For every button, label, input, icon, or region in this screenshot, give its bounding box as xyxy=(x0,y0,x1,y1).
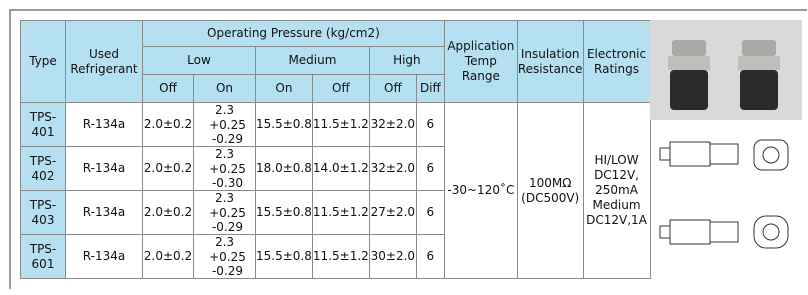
type-cell: TPS-401 xyxy=(21,103,66,147)
tolerance: +0.25-0.30 xyxy=(209,162,246,190)
header-cell: Off xyxy=(312,75,369,103)
tolerance-plus: +0.25 xyxy=(209,162,246,176)
type-cell: TPS-402 xyxy=(21,147,66,191)
cell: 2.3+0.25-0.29 xyxy=(194,235,256,279)
sensor-hex xyxy=(668,56,710,70)
merged-cell-line: DC12V, xyxy=(584,168,650,183)
cell: 6 xyxy=(416,191,444,235)
header-cell-line: Range xyxy=(445,69,517,84)
merged-cell-line: 100MΩ xyxy=(518,176,583,191)
header-cell-line: Refrigerant xyxy=(66,62,142,77)
cell: 2.3+0.25-0.29 xyxy=(194,191,256,235)
tolerance-minus: -0.30 xyxy=(209,176,246,190)
on-base: 2.3 xyxy=(215,147,234,161)
tolerance-plus: +0.25 xyxy=(209,206,246,220)
header-cell-line: Ratings xyxy=(584,62,650,77)
cell: 18.0±0.8 xyxy=(256,147,313,191)
cell: 2.0±0.2 xyxy=(143,235,194,279)
header-cell: Off xyxy=(143,75,194,103)
cell: 6 xyxy=(416,103,444,147)
header-cell: Diff xyxy=(416,75,444,103)
on-base: 2.3 xyxy=(215,235,234,249)
cell: 15.5±0.8 xyxy=(256,103,313,147)
header-cell: High xyxy=(369,47,444,75)
header-cell-line: Application xyxy=(445,39,517,54)
header-cell-line: Insulation xyxy=(518,47,583,62)
header-cell-line: Temp xyxy=(445,54,517,69)
tolerance: +0.25-0.29 xyxy=(209,250,246,278)
header-cell: Medium xyxy=(256,47,370,75)
sensor-hex xyxy=(738,56,780,70)
sensor-body xyxy=(740,70,778,110)
cell: 27±2.0 xyxy=(369,191,416,235)
tolerance-minus: -0.29 xyxy=(209,220,246,234)
cell: 11.5±1.2 xyxy=(312,235,369,279)
type-cell: TPS-601 xyxy=(21,235,66,279)
tolerance-minus: -0.29 xyxy=(209,264,246,278)
on-base: 2.3 xyxy=(215,191,234,205)
cell: 2.0±0.2 xyxy=(143,103,194,147)
header-cell: Type xyxy=(21,21,66,103)
header-cell: Operating Pressure (kg/cm2) xyxy=(143,21,445,47)
cell: 15.5±0.8 xyxy=(256,191,313,235)
merged-cell-line: DC12V,1A xyxy=(584,213,650,228)
header-cell: On xyxy=(256,75,313,103)
tolerance-plus: +0.25 xyxy=(209,118,246,132)
cell: 15.5±0.8 xyxy=(256,235,313,279)
merged-cell-line: 250mA xyxy=(584,183,650,198)
tolerance: +0.25-0.29 xyxy=(209,206,246,234)
merged-cell-line: Medium xyxy=(584,198,650,213)
tolerance-minus: -0.29 xyxy=(209,132,246,146)
merged-cell-line: HI/LOW xyxy=(584,153,650,168)
sensor-thread xyxy=(672,40,706,56)
cell: R-134a xyxy=(66,191,143,235)
cell: 2.0±0.2 xyxy=(143,191,194,235)
cell: 11.5±1.2 xyxy=(312,191,369,235)
cell: 32±2.0 xyxy=(369,147,416,191)
cell: R-134a xyxy=(66,103,143,147)
cell: 2.0±0.2 xyxy=(143,147,194,191)
header-cell-line: Used xyxy=(66,47,142,62)
cell: 6 xyxy=(416,147,444,191)
type-cell: TPS-403 xyxy=(21,191,66,235)
sensor-body xyxy=(670,70,708,110)
sensor-thread xyxy=(742,40,776,56)
merged-cell: -30~120˚C xyxy=(444,103,517,279)
header-cell: Low xyxy=(143,47,256,75)
header-cell: Off xyxy=(369,75,416,103)
cell: 30±2.0 xyxy=(369,235,416,279)
cell: 2.3+0.25-0.29 xyxy=(194,103,256,147)
merged-cell-line: (DC500V) xyxy=(518,191,583,206)
product-images xyxy=(650,20,802,268)
cell: 11.5±1.2 xyxy=(312,103,369,147)
cell: 2.3+0.25-0.30 xyxy=(194,147,256,191)
on-base: 2.3 xyxy=(215,103,234,117)
header-cell-line: Electronic xyxy=(584,47,650,62)
cell: 6 xyxy=(416,235,444,279)
tolerance-plus: +0.25 xyxy=(209,250,246,264)
cell: 14.0±1.2 xyxy=(312,147,369,191)
cell: R-134a xyxy=(66,147,143,191)
header-cell: On xyxy=(194,75,256,103)
cell: 32±2.0 xyxy=(369,103,416,147)
merged-cell: 100MΩ(DC500V) xyxy=(517,103,583,279)
page: TypeUsedRefrigerantOperating Pressure (k… xyxy=(0,0,808,295)
tolerance: +0.25-0.29 xyxy=(209,118,246,146)
cell: R-134a xyxy=(66,235,143,279)
drawing xyxy=(660,140,788,248)
header-cell-line: Resistance xyxy=(518,62,583,77)
